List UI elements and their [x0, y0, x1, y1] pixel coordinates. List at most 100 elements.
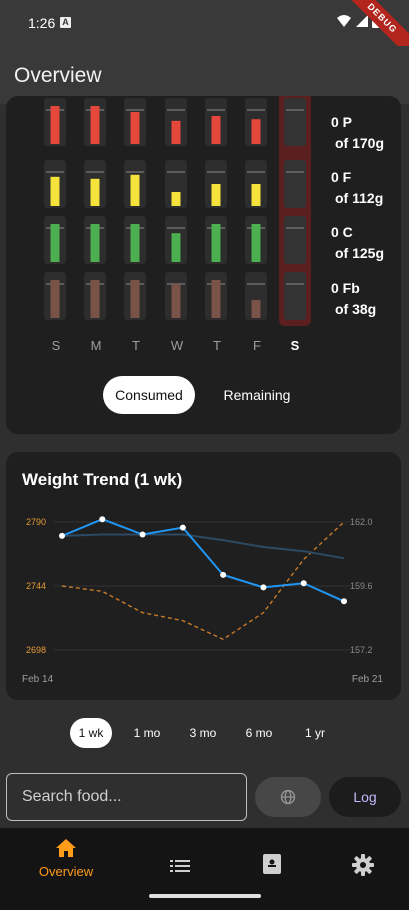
fat-bar-sun: [50, 176, 60, 206]
weight-series-line: [61, 518, 345, 603]
weight-point: [300, 580, 307, 587]
fiber-label: 0 Fb of 38g: [331, 278, 376, 320]
left-tick-label: 2744: [26, 581, 46, 591]
nutrients-card: 0 P of 170g 0 F of 112g 0 C of 125g 0 Fb…: [6, 96, 401, 434]
bottom-navigation: Overview: [0, 828, 409, 910]
fat-bar-wed: [171, 192, 181, 206]
protein-bar-thu: [211, 116, 221, 144]
weight-point: [139, 531, 146, 538]
fiber-bar-wed: [171, 284, 181, 318]
weight-trend-card: Weight Trend (1 wk) 2790 2744 2698 162.0 159…: [6, 452, 401, 700]
fat-slot-sat: [284, 160, 306, 208]
log-button[interactable]: Log: [329, 777, 401, 817]
macro-bar-grid: [44, 98, 306, 320]
x-end-label: Feb 21: [352, 674, 384, 685]
left-tick-label: 2698: [26, 645, 46, 655]
nav-overview-label: Overview: [38, 864, 94, 879]
home-icon: [56, 839, 76, 857]
weight-trend-chart: 2790 2744 2698 162.0 159.6 157.2 Feb 14 Feb 21: [22, 516, 384, 685]
range-1mo-button[interactable]: 1 mo: [126, 718, 168, 748]
status-bar: 1:26 A DEBUG: [0, 0, 409, 64]
list-icon: [170, 860, 190, 872]
fat-goal: of 112g: [335, 190, 384, 206]
fat-bar-mon: [90, 178, 100, 206]
day-label-wed: W: [170, 338, 184, 353]
nav-journal[interactable]: [232, 838, 312, 886]
wifi-icon: [337, 15, 351, 27]
protein-slot-sat: [284, 98, 306, 146]
carbs-goal: of 125g: [335, 245, 385, 261]
fiber-bar-mon: [90, 280, 100, 318]
protein-bar-mon: [90, 106, 100, 144]
fiber-bar-tue: [130, 280, 140, 318]
weight-point: [179, 524, 186, 531]
protein-bar-sun: [50, 106, 60, 144]
status-time: 1:26: [28, 15, 56, 31]
day-label-thu: T: [213, 338, 221, 353]
left-tick-label: 2790: [26, 517, 46, 527]
protein-goal: of 170g: [335, 135, 385, 151]
protein-label: 0 P of 170g: [331, 112, 384, 154]
fiber-bar-thu: [211, 280, 221, 318]
journal-icon: [263, 854, 281, 874]
fat-bar-tue: [130, 174, 140, 206]
online-search-button[interactable]: [255, 777, 321, 817]
day-label-sat: S: [290, 338, 300, 353]
x-start-label: Feb 14: [22, 674, 54, 685]
range-1wk-button[interactable]: 1 wk: [70, 718, 112, 748]
weight-point: [59, 532, 65, 539]
range-selector: 1 wk 1 mo 3 mo 6 mo 1 yr: [0, 713, 409, 753]
weight-point: [341, 598, 347, 605]
secondary-series-line: [61, 521, 345, 641]
right-tick-label: 159.6: [350, 581, 373, 591]
fiber-slot-sat: [284, 272, 306, 320]
carbs-amount: 0 C: [331, 224, 353, 240]
nav-log-list[interactable]: [140, 838, 220, 886]
trend-series-line: [61, 533, 345, 560]
carbs-bar-fri: [251, 224, 261, 262]
weight-point: [260, 584, 267, 591]
carbs-bar-mon: [90, 224, 100, 262]
carbs-bar-sun: [50, 224, 60, 262]
protein-amount: 0 P: [331, 114, 353, 130]
carbs-bar-tue: [130, 224, 140, 262]
weight-point: [220, 571, 227, 578]
protein-bar-tue: [130, 112, 140, 144]
carbs-label: 0 C of 125g: [331, 222, 384, 264]
protein-bar-fri: [251, 119, 261, 144]
range-6mo-button[interactable]: 6 mo: [238, 718, 280, 748]
gesture-handle: [149, 894, 261, 898]
weight-trend-title: Weight Trend (1 wk): [22, 470, 183, 489]
remaining-toggle[interactable]: Remaining: [211, 376, 303, 414]
consumed-toggle[interactable]: Consumed: [103, 376, 195, 414]
right-tick-label: 162.0: [350, 517, 373, 527]
fiber-bar-sun: [50, 280, 60, 318]
fiber-amount: 0 Fb: [331, 280, 360, 296]
fat-bar-thu: [211, 184, 221, 206]
globe-icon: [280, 789, 296, 805]
search-food-input[interactable]: [6, 773, 247, 821]
app-bar: Overview: [0, 46, 409, 104]
signal-icon: [356, 15, 368, 27]
gear-icon: [352, 854, 374, 876]
fat-label: 0 F of 112g: [331, 167, 383, 209]
range-1yr-button[interactable]: 1 yr: [294, 718, 336, 748]
protein-bar-wed: [171, 120, 181, 144]
fiber-bar-fri: [251, 300, 261, 318]
carbs-bar-thu: [211, 224, 221, 262]
fat-amount: 0 F: [331, 169, 352, 185]
notification-icon: A: [60, 17, 71, 28]
carbs-slot-sat: [284, 216, 306, 264]
nav-settings[interactable]: [323, 838, 403, 886]
day-label-sun: S: [51, 338, 61, 353]
day-label-tue: T: [132, 338, 140, 353]
weight-point: [99, 516, 106, 523]
fiber-goal: of 38g: [335, 301, 377, 317]
right-tick-label: 157.2: [350, 645, 373, 655]
carbs-bar-wed: [171, 233, 181, 262]
fat-bar-fri: [251, 184, 261, 206]
day-label-mon: M: [90, 338, 102, 353]
nav-overview[interactable]: Overview: [26, 838, 106, 886]
range-3mo-button[interactable]: 3 mo: [182, 718, 224, 748]
day-label-fri: F: [253, 338, 261, 353]
